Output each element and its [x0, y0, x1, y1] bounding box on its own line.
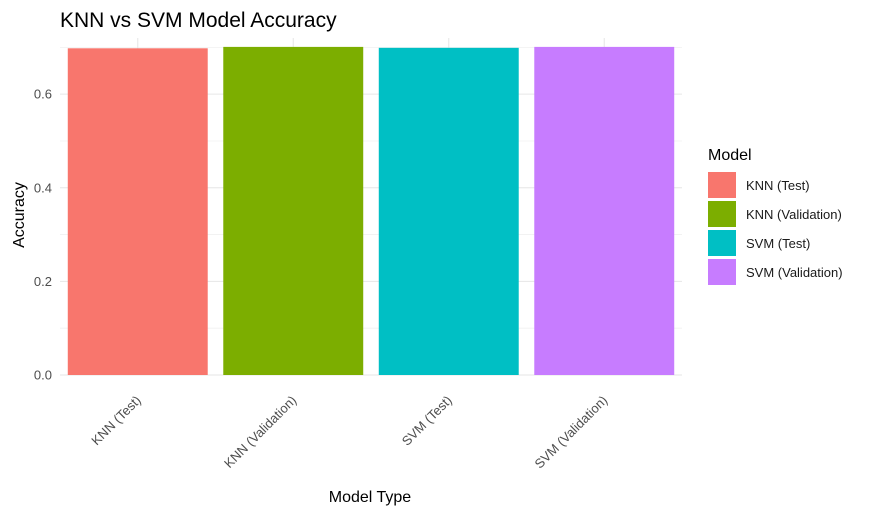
bar-svm-test — [378, 47, 519, 376]
x-tick-label: KNN (Test) — [88, 393, 144, 449]
plot-area: 0.0 0.2 0.4 0.6 KNN (Test) KNN (Validation) SV… — [34, 38, 682, 471]
x-tick-label: SVM (Validation) — [531, 393, 610, 472]
bar-knn-validation — [223, 46, 364, 375]
legend-key — [708, 201, 736, 227]
bar-knn-test — [67, 48, 208, 376]
legend-key — [708, 230, 736, 256]
legend-key — [708, 172, 736, 198]
y-tick-label: 0.6 — [34, 87, 52, 102]
legend-title: Model — [708, 147, 752, 164]
legend-label: KNN (Test) — [746, 178, 810, 193]
legend-label: KNN (Validation) — [746, 207, 842, 222]
y-tick-label: 0.0 — [34, 368, 52, 383]
y-tick-label: 0.4 — [34, 180, 52, 195]
x-tick-label: SVM (Test) — [399, 393, 455, 449]
legend: Model KNN (Test) KNN (Validation) SVM (Tes… — [708, 147, 843, 285]
y-tick-label: 0.2 — [34, 274, 52, 289]
legend-key — [708, 259, 736, 285]
legend-label: SVM (Test) — [746, 236, 810, 251]
chart-title: KNN vs SVM Model Accuracy — [60, 9, 337, 32]
x-tick-label: KNN (Validation) — [221, 393, 299, 471]
x-axis-title: Model Type — [329, 489, 412, 506]
y-axis-title: Accuracy — [11, 182, 28, 248]
legend-label: SVM (Validation) — [746, 265, 843, 280]
bar-svm-validation — [534, 46, 675, 375]
